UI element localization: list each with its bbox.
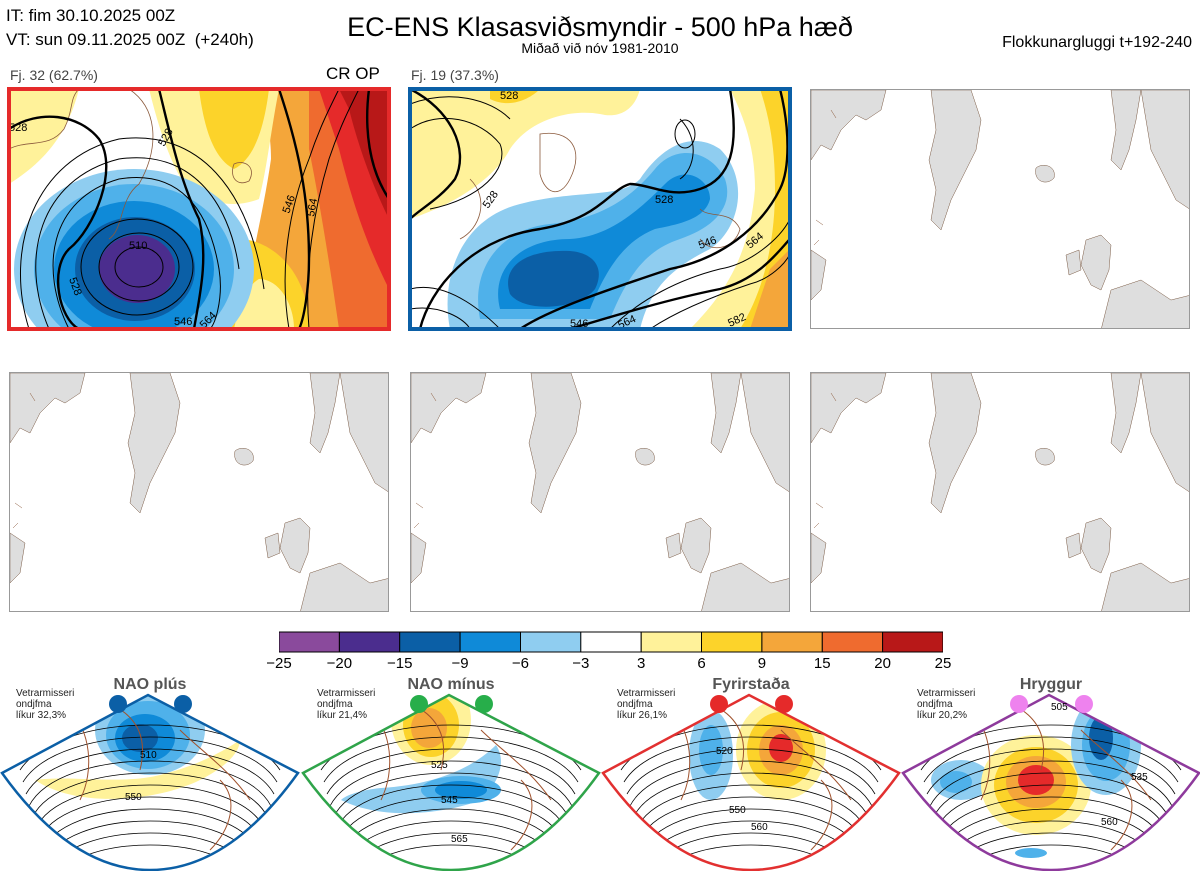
colorbar-segment	[701, 631, 763, 653]
p1-contour-label: 564	[305, 197, 320, 217]
regime-note: Vetrarmisseri ondjfma líkur 32,3%	[16, 688, 74, 721]
regime-contour-label: 520	[716, 746, 733, 757]
colorbar-tick-label: 6	[697, 655, 706, 672]
regime-contour-label: 560	[1101, 817, 1118, 828]
colorbar-tick-label: −3	[572, 655, 590, 672]
page-title: EC-ENS Klasasviðsmyndir - 500 hPa hæð	[347, 12, 853, 42]
colorbar-tick-label: 9	[757, 655, 767, 672]
regime-title: NAO plús	[113, 676, 187, 693]
p1-contour-label: 528	[66, 276, 84, 297]
colorbar-segment	[520, 631, 582, 653]
regime-contour-label: 545	[441, 795, 458, 806]
colorbar-tick-label: 20	[874, 655, 891, 672]
regime-contour-label: 535	[1131, 772, 1148, 783]
panel-1-frame	[7, 87, 391, 331]
colorbar-segment	[399, 631, 461, 653]
regime-note-line: Vetrarmisseri	[917, 688, 976, 699]
regime-panel: 510 550 NAO plús Vetrarmisseri ondjfma lí…	[0, 670, 300, 871]
colorbar-tick-label: −15	[386, 655, 413, 672]
regime-note-line: líkur 20,2%	[917, 710, 968, 721]
valid-time: VT: sun 09.11.2025 00Z (+240h)	[6, 30, 254, 49]
regime-note-line: Vetrarmisseri	[16, 688, 75, 699]
page-subtitle: Miðað við nóv 1981-2010	[521, 40, 679, 56]
regime-marker-dot	[1075, 695, 1093, 713]
regime-marker-dot	[775, 695, 793, 713]
empty-cluster-map	[410, 372, 790, 612]
cluster-map-1: 528 528 510 528 546 564 546 564	[9, 89, 389, 329]
regime-marker-dot	[174, 695, 192, 713]
p2-contour-label: 528	[500, 90, 518, 102]
regime-note-line: líkur 26,1%	[617, 710, 668, 721]
colorbar-segment	[338, 631, 401, 653]
colorbar-tick-label: −20	[326, 655, 353, 672]
colorbar-tick-label: −9	[451, 655, 469, 672]
regime-panel: 525 545 565 NAO mínus Vetrarmisseri ondjfm…	[301, 670, 601, 871]
regime-contour-label: 565	[451, 834, 468, 845]
regime-marker-dot	[475, 695, 493, 713]
regime-note-line: Vetrarmisseri	[617, 688, 676, 699]
colorbar-tick-label: −6	[511, 655, 529, 672]
regime-note: Vetrarmisseri ondjfma líkur 21,4%	[317, 688, 375, 721]
panel-1-tag: CR OP	[326, 64, 380, 83]
regime-note-line: ondjfma	[617, 699, 653, 710]
regime-contour-label: 510	[140, 750, 157, 761]
anomaly-colorbar	[279, 631, 943, 653]
regime-contour-label: 550	[125, 792, 142, 803]
empty-cluster-map	[9, 372, 389, 612]
colorbar-tick-label: 3	[637, 655, 646, 672]
panel-2-frame	[408, 87, 792, 331]
colorbar-tick-label: 15	[813, 655, 831, 672]
regime-panel: 505 535 560 Hryggur Vetrarmisseri ondjfma …	[901, 670, 1200, 871]
p1-contour-label: 510	[129, 240, 147, 252]
regime-title: Hryggur	[1019, 676, 1083, 693]
initial-time: IT: fim 30.10.2025 00Z	[6, 6, 176, 25]
p2-contour-label: 546	[697, 234, 718, 252]
colorbar-segment	[279, 631, 340, 653]
regime-note: Vetrarmisseri ondjfma líkur 20,2%	[917, 688, 975, 721]
regime-note-line: ondjfma	[317, 699, 353, 710]
panel-1-label: Fj. 32 (62.7%)	[10, 67, 98, 83]
colorbar-segment	[580, 631, 642, 653]
colorbar-segment	[882, 631, 943, 653]
regime-panel: 520 550 560 Fyrirstaða Vetrarmisseri ondjf…	[601, 670, 901, 871]
colorbar-segment	[459, 631, 522, 653]
colorbar-segment	[640, 631, 703, 653]
regime-contour-label: 550	[729, 805, 746, 816]
regime-note-line: ondjfma	[16, 699, 52, 710]
panel-2-label: Fj. 19 (37.3%)	[411, 67, 499, 83]
empty-cluster-map	[810, 372, 1190, 612]
colorbar-segment	[761, 631, 823, 653]
regime-marker-dot	[410, 695, 428, 713]
colorbar-tick-label: −25	[266, 655, 292, 672]
regime-note-line: líkur 21,4%	[317, 710, 368, 721]
regime-title: NAO mínus	[407, 676, 495, 693]
regime-title: Fyrirstaða	[712, 676, 790, 693]
regime-contour-label: 505	[1051, 702, 1068, 713]
classification-window: Flokkunargluggi t+192-240	[1002, 34, 1192, 51]
empty-cluster-map	[810, 89, 1190, 329]
regime-note-line: ondjfma	[917, 699, 953, 710]
colorbar-tick-label: 25	[934, 655, 952, 672]
cluster-map-2: 528 528 528 546 564 546 564 582	[410, 89, 790, 329]
regime-contour-label: 560	[751, 822, 768, 833]
p1-contour-label: 546	[174, 316, 192, 328]
regime-note-line: líkur 32,3%	[16, 710, 67, 721]
regime-contour-label: 525	[431, 760, 448, 771]
regime-marker-dot	[710, 695, 728, 713]
p1-contour-label: 528	[9, 122, 27, 134]
regime-note: Vetrarmisseri ondjfma líkur 26,1%	[617, 688, 675, 721]
regime-marker-dot	[1010, 695, 1028, 713]
colorbar-segment	[821, 631, 884, 653]
regime-marker-dot	[109, 695, 127, 713]
p1-contour-label: 546	[281, 194, 299, 215]
p2-contour-label: 546	[570, 318, 588, 329]
p2-contour-label: 528	[655, 194, 673, 206]
regime-note-line: Vetrarmisseri	[317, 688, 376, 699]
